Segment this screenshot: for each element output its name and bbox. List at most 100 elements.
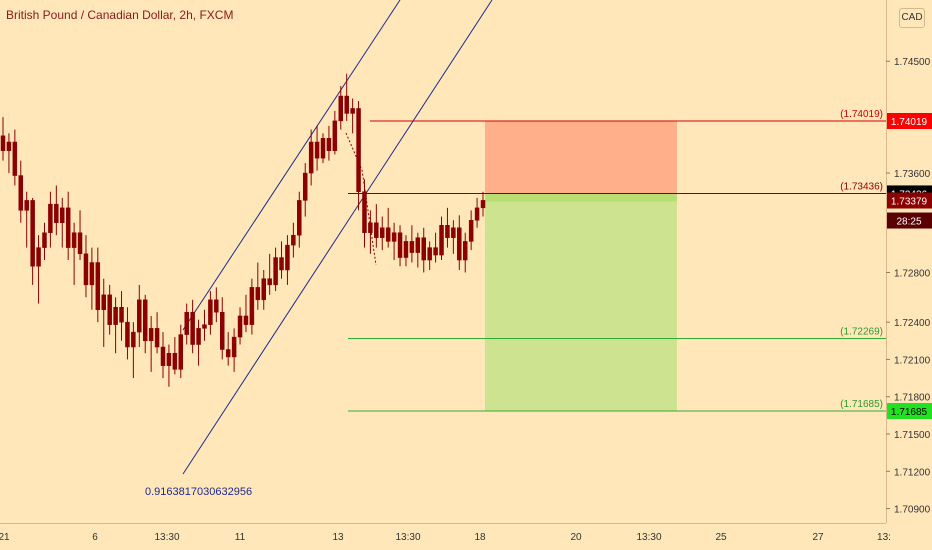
price-axis-label: 1.71200 — [894, 467, 931, 478]
candle-body[interactable] — [267, 278, 272, 286]
candle-body[interactable] — [409, 241, 415, 253]
candle-body[interactable] — [445, 224, 450, 238]
candle-body[interactable] — [421, 237, 426, 261]
candle-body[interactable] — [374, 222, 379, 238]
candle-body[interactable] — [113, 307, 118, 325]
candle-body[interactable] — [89, 262, 95, 286]
channel-upper-line[interactable] — [182, 0, 401, 331]
candle-body[interactable] — [54, 203, 59, 224]
candle-body[interactable] — [291, 234, 296, 246]
candle-body[interactable] — [125, 321, 130, 348]
candle-body[interactable] — [433, 247, 438, 256]
currency-button[interactable]: CAD — [899, 8, 925, 28]
candle-body[interactable] — [320, 138, 326, 159]
candle-body[interactable] — [184, 311, 189, 335]
candle-body[interactable] — [24, 200, 29, 211]
candle-body[interactable] — [190, 311, 195, 345]
candle-body[interactable] — [397, 232, 403, 258]
candle-body[interactable] — [83, 253, 89, 286]
candle-body[interactable] — [119, 307, 124, 323]
candle-body[interactable] — [196, 328, 201, 345]
candle-body[interactable] — [214, 299, 219, 313]
candle-body[interactable] — [356, 108, 361, 192]
candle-body[interactable] — [297, 200, 302, 236]
candle-body[interactable] — [439, 224, 444, 256]
channel-lower-line[interactable] — [182, 0, 493, 475]
time-axis-label: 13: — [877, 532, 891, 543]
candle-body[interactable] — [208, 299, 213, 325]
stop-level-label: (1.74019) — [840, 109, 883, 120]
candle-body[interactable] — [362, 191, 367, 233]
candle-body[interactable] — [148, 328, 154, 342]
stop-loss-zone[interactable] — [485, 121, 677, 194]
candle-body[interactable] — [451, 227, 456, 238]
candle-body[interactable] — [255, 287, 261, 301]
candle-body[interactable] — [403, 241, 409, 258]
candle-body[interactable] — [107, 294, 112, 325]
candle-body[interactable] — [474, 207, 480, 221]
candle-body[interactable] — [220, 311, 225, 350]
channel-ratio-annotation: 0.9163817030632956 — [145, 486, 252, 498]
candle-body[interactable] — [101, 294, 106, 310]
candle-body[interactable] — [462, 241, 468, 261]
take-profit-zone[interactable] — [485, 193, 677, 411]
candle-body[interactable] — [178, 334, 184, 370]
candle-body[interactable] — [77, 232, 83, 255]
target1-level-label: (1.72269) — [840, 326, 883, 337]
candle-body[interactable] — [344, 95, 349, 114]
candle-body[interactable] — [30, 200, 35, 267]
candle-body[interactable] — [131, 331, 136, 348]
candle-body[interactable] — [261, 278, 266, 301]
candle-body[interactable] — [468, 220, 474, 242]
candle-body[interactable] — [279, 257, 284, 271]
candle-body[interactable] — [457, 227, 462, 261]
candle-body[interactable] — [48, 203, 53, 233]
candle-body[interactable] — [302, 172, 308, 201]
candle-body[interactable] — [6, 141, 12, 151]
candle-body[interactable] — [95, 262, 101, 310]
time-axis-label: 27 — [812, 532, 824, 543]
time-axis-label: 18 — [474, 532, 486, 543]
candle-body[interactable] — [42, 232, 47, 248]
candle-body[interactable] — [380, 227, 385, 238]
candle-body[interactable] — [308, 141, 314, 174]
candle-body[interactable] — [160, 346, 166, 366]
candle-body[interactable] — [249, 287, 255, 325]
time-axis-label: 13:30 — [636, 532, 661, 543]
candle-body[interactable] — [332, 120, 338, 151]
candle-body[interactable] — [231, 336, 237, 358]
candle-body[interactable] — [36, 247, 41, 267]
candle-body[interactable] — [243, 315, 249, 325]
candle-body[interactable] — [350, 108, 355, 114]
candle-body[interactable] — [172, 352, 178, 370]
candle-body[interactable] — [71, 232, 77, 248]
candle-body[interactable] — [415, 237, 421, 253]
candle-body[interactable] — [338, 95, 344, 122]
candle-body[interactable] — [65, 207, 71, 248]
candle-body[interactable] — [273, 257, 278, 286]
candle-body[interactable] — [285, 244, 290, 271]
candle-body[interactable] — [480, 200, 486, 209]
candle-body[interactable] — [225, 349, 231, 358]
candle-body[interactable] — [137, 299, 142, 333]
candle-body[interactable] — [326, 138, 332, 151]
candle-body[interactable] — [12, 141, 18, 176]
candle-body[interactable] — [142, 299, 148, 342]
candle-body[interactable] — [202, 324, 207, 329]
candle-body[interactable] — [427, 247, 432, 261]
candle-body[interactable] — [385, 227, 391, 242]
candle-body[interactable] — [18, 175, 24, 211]
time-axis-label: 11 — [235, 532, 246, 543]
candle-body[interactable] — [368, 222, 373, 233]
candle-body[interactable] — [314, 141, 320, 159]
candle-body[interactable] — [166, 352, 172, 366]
time-axis-label: 21 — [0, 532, 10, 543]
candle-body[interactable] — [60, 207, 65, 224]
plot-area[interactable] — [0, 0, 886, 523]
price-axis-label: 1.73600 — [894, 169, 931, 180]
candle-body[interactable] — [0, 135, 6, 151]
candle-body[interactable] — [391, 232, 397, 242]
candle-body[interactable] — [237, 315, 243, 338]
candle-body[interactable] — [154, 328, 160, 348]
